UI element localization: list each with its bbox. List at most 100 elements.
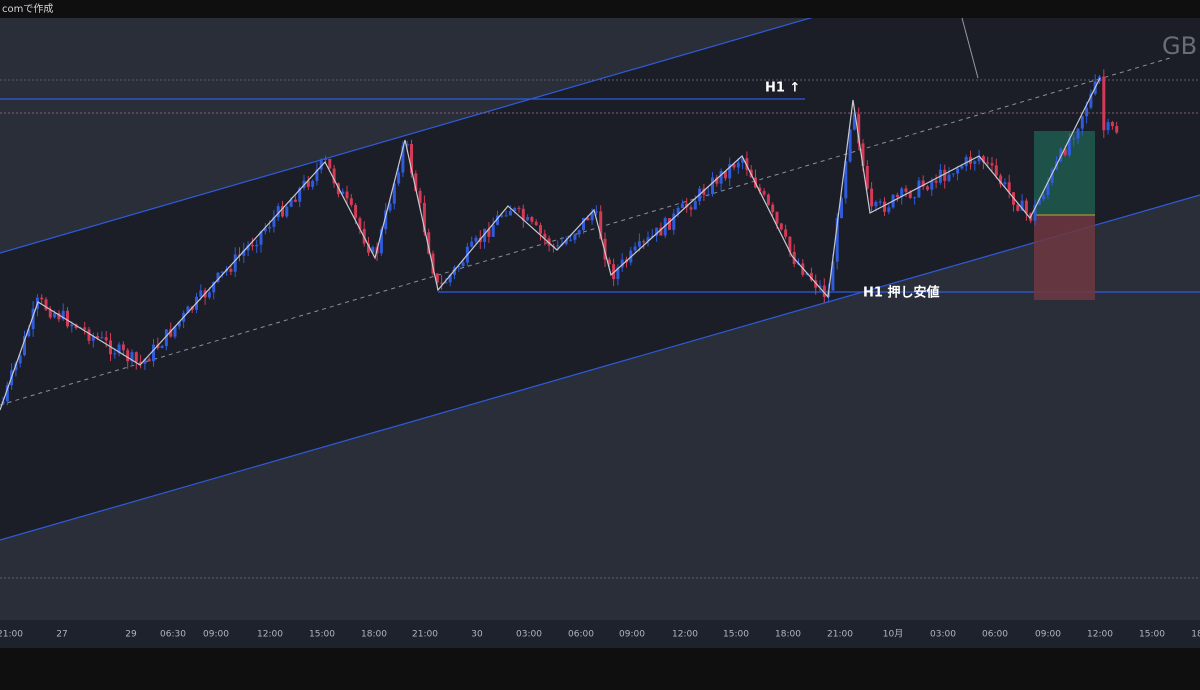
candle: [689, 207, 693, 210]
candle: [379, 229, 383, 254]
candle: [1067, 138, 1071, 156]
candle: [1033, 204, 1037, 221]
candle: [672, 213, 676, 230]
candle: [324, 158, 327, 160]
channel-top: [0, 18, 813, 254]
profit-zone: [1034, 131, 1095, 215]
time-label: 03:00: [930, 630, 956, 640]
candle: [401, 145, 405, 173]
candle: [650, 235, 654, 238]
candle: [268, 226, 272, 229]
time-label: 06:30: [160, 630, 186, 640]
candle: [173, 326, 177, 337]
candle: [134, 352, 138, 362]
candle: [474, 237, 478, 242]
candle: [973, 161, 977, 164]
candle: [281, 206, 284, 217]
candle: [483, 228, 487, 242]
candle: [603, 238, 607, 260]
bottom-bar: [0, 648, 1200, 690]
candle: [702, 188, 706, 195]
candle: [1080, 116, 1084, 129]
candle: [414, 173, 418, 191]
candle: [5, 385, 9, 402]
candle: [917, 180, 921, 198]
candle: [1106, 122, 1110, 131]
candle: [100, 337, 104, 339]
time-axis: [0, 620, 1200, 648]
candle: [573, 234, 577, 240]
candle: [676, 207, 680, 214]
candle: [491, 224, 495, 237]
candle: [577, 230, 581, 235]
candle: [633, 246, 637, 251]
credit: comで作成: [2, 3, 53, 15]
candle: [513, 207, 517, 212]
channel-bottom: [0, 194, 1200, 541]
candle: [289, 199, 293, 207]
time-label: 09:00: [203, 630, 229, 640]
candle: [14, 363, 18, 371]
candle: [861, 143, 865, 167]
candle: [70, 324, 74, 327]
time-label: 15:00: [309, 630, 335, 640]
candle: [904, 188, 908, 192]
candle: [870, 188, 874, 207]
axis-labels: 21:00 27 29 06:30 09:00 12:00 15:00 18:00 21:00 3…: [0, 629, 1200, 640]
candle: [212, 281, 216, 293]
candle: [186, 306, 190, 313]
candle: [534, 221, 538, 226]
candle: [470, 241, 474, 247]
candle: [521, 208, 525, 221]
candle: [53, 313, 57, 318]
candle: [255, 244, 259, 247]
candle: [96, 336, 100, 339]
candle: [496, 215, 499, 225]
candle: [943, 169, 947, 181]
candle: [48, 309, 52, 318]
time-label: 06:00: [982, 630, 1008, 640]
candle: [986, 162, 990, 164]
candle: [104, 337, 108, 341]
candle: [732, 164, 736, 168]
candle: [500, 215, 504, 217]
time-label: 09:00: [1035, 630, 1061, 640]
candle: [981, 156, 985, 163]
candle: [87, 329, 91, 341]
candle: [1016, 204, 1020, 211]
time-label: 21:00: [0, 630, 23, 640]
candle: [263, 228, 267, 232]
time-label: 21:00: [412, 630, 438, 640]
drawings: [0, 18, 1200, 579]
top-bar: [0, 0, 1200, 18]
candle: [1059, 148, 1063, 162]
candle: [392, 183, 396, 204]
candle: [61, 310, 65, 320]
candle: [293, 199, 297, 202]
candle: [1063, 148, 1067, 156]
candle: [1037, 199, 1041, 205]
candle: [887, 207, 891, 212]
candle: [66, 310, 69, 327]
candle: [723, 170, 727, 179]
candle: [427, 232, 431, 254]
candle: [117, 344, 121, 354]
candle: [977, 156, 981, 162]
candle: [74, 324, 78, 328]
candle: [556, 245, 560, 247]
candle: [607, 259, 611, 265]
candle: [926, 186, 929, 190]
candle: [857, 114, 861, 144]
candle: [298, 187, 302, 202]
candle: [990, 163, 994, 166]
candle: [1020, 200, 1024, 211]
arrow-line: [961, 18, 979, 79]
candle: [835, 218, 839, 262]
candle: [1076, 128, 1080, 139]
candle: [809, 272, 813, 281]
candle: [1110, 122, 1114, 126]
candle: [655, 227, 659, 236]
candle: [1115, 125, 1119, 133]
